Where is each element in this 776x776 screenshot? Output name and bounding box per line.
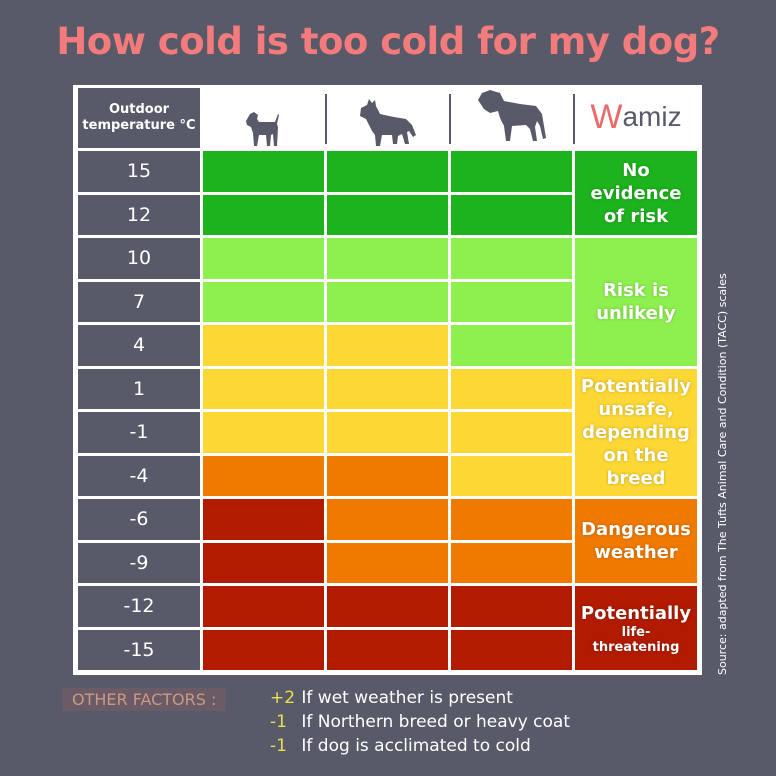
temperature-label: 7 bbox=[78, 281, 200, 322]
legend-label: Potentially bbox=[580, 602, 692, 624]
temperature-label: 12 bbox=[78, 194, 200, 235]
page-title: How cold is too cold for my dog? bbox=[56, 20, 720, 63]
legend-label: No evidence of risk bbox=[590, 159, 682, 227]
other-factors-label: OTHER FACTORS : bbox=[62, 688, 227, 711]
legend-dangerous: Dangerous weather bbox=[575, 499, 697, 583]
temperature-label: 10 bbox=[78, 238, 200, 279]
risk-cell-no-risk bbox=[203, 151, 324, 192]
large-dog-icon bbox=[477, 90, 546, 141]
temperature-label: 15 bbox=[78, 151, 200, 192]
risk-cell-unsafe bbox=[203, 325, 324, 366]
factor-text: If dog is acclimated to cold bbox=[301, 736, 531, 756]
legend-label: Potentially unsafe, depending on the bre… bbox=[580, 375, 692, 489]
risk-cell-life-threatening bbox=[203, 542, 324, 583]
risk-cell-life-threatening bbox=[451, 586, 572, 627]
legend-no-risk: No evidence of risk bbox=[575, 151, 697, 235]
medium-dog-header bbox=[325, 88, 448, 148]
temperature-label: -9 bbox=[78, 542, 200, 583]
medium-dog-icon bbox=[359, 99, 416, 146]
legend-sublabel: life-threatening bbox=[592, 624, 680, 655]
risk-cell-unlikely bbox=[451, 325, 572, 366]
risk-cell-life-threatening bbox=[327, 586, 448, 627]
legend-unsafe: Potentially unsafe, depending on the bre… bbox=[575, 368, 697, 496]
factor-value: -1 bbox=[270, 712, 287, 732]
risk-cell-unlikely bbox=[451, 281, 572, 322]
risk-cell-dangerous bbox=[327, 455, 448, 496]
risk-cell-dangerous bbox=[451, 542, 572, 583]
risk-cell-life-threatening bbox=[203, 629, 324, 670]
risk-cell-unlikely bbox=[203, 281, 324, 322]
factor-row: -1 If dog is acclimated to cold bbox=[270, 736, 531, 756]
risk-cell-no-risk bbox=[327, 151, 448, 192]
risk-cell-life-threatening bbox=[203, 586, 324, 627]
risk-cell-dangerous bbox=[203, 455, 324, 496]
logo-w: W bbox=[590, 97, 623, 136]
factor-text: If Northern breed or heavy coat bbox=[301, 712, 571, 732]
temperature-label: -12 bbox=[78, 586, 200, 627]
risk-cell-unlikely bbox=[327, 238, 448, 279]
factor-value: -1 bbox=[270, 736, 287, 756]
logo-rest: amiz bbox=[622, 101, 682, 132]
risk-cell-no-risk bbox=[327, 194, 448, 235]
risk-cell-dangerous bbox=[327, 542, 448, 583]
factor-row: -1 If Northern breed or heavy coat bbox=[270, 712, 570, 732]
temperature-label: -4 bbox=[78, 455, 200, 496]
legend-unlikely: Risk is unlikely bbox=[575, 238, 697, 366]
risk-cell-unlikely bbox=[203, 238, 324, 279]
risk-cell-unsafe bbox=[203, 368, 324, 409]
legend-label: Risk is unlikely bbox=[596, 279, 676, 324]
risk-cell-unlikely bbox=[327, 281, 448, 322]
temperature-label: -1 bbox=[78, 412, 200, 453]
risk-cell-life-threatening bbox=[203, 499, 324, 540]
legend-label: Dangerous weather bbox=[581, 519, 691, 563]
small-dog-icon bbox=[245, 112, 279, 146]
temperature-label: -6 bbox=[78, 499, 200, 540]
risk-cell-no-risk bbox=[451, 151, 572, 192]
temperature-header: Outdoor temperature °C bbox=[78, 88, 200, 148]
temperature-label: -15 bbox=[78, 629, 200, 670]
risk-cell-unsafe bbox=[451, 412, 572, 453]
risk-cell-unlikely bbox=[451, 238, 572, 279]
risk-cell-life-threatening bbox=[451, 629, 572, 670]
risk-cell-unsafe bbox=[327, 325, 448, 366]
factor-value: +2 bbox=[270, 688, 296, 708]
risk-cell-no-risk bbox=[451, 194, 572, 235]
risk-cell-unsafe bbox=[327, 412, 448, 453]
risk-cell-unsafe bbox=[203, 412, 324, 453]
source-note: Source: adapted from The Tufts Animal Ca… bbox=[716, 273, 729, 675]
temperature-label: 1 bbox=[78, 368, 200, 409]
risk-cell-unsafe bbox=[451, 368, 572, 409]
large-dog-header bbox=[449, 88, 572, 148]
risk-cell-no-risk bbox=[203, 194, 324, 235]
factor-row: +2 If wet weather is present bbox=[270, 688, 513, 708]
risk-cell-life-threatening bbox=[327, 629, 448, 670]
risk-cell-unsafe bbox=[327, 368, 448, 409]
factor-text: If wet weather is present bbox=[301, 688, 513, 708]
small-dog-header bbox=[203, 88, 324, 148]
legend-life-threatening: Potentially life-threatening bbox=[575, 586, 697, 670]
risk-cell-dangerous bbox=[451, 499, 572, 540]
temperature-label: 4 bbox=[78, 325, 200, 366]
risk-cell-unsafe bbox=[451, 455, 572, 496]
risk-cell-dangerous bbox=[327, 499, 448, 540]
